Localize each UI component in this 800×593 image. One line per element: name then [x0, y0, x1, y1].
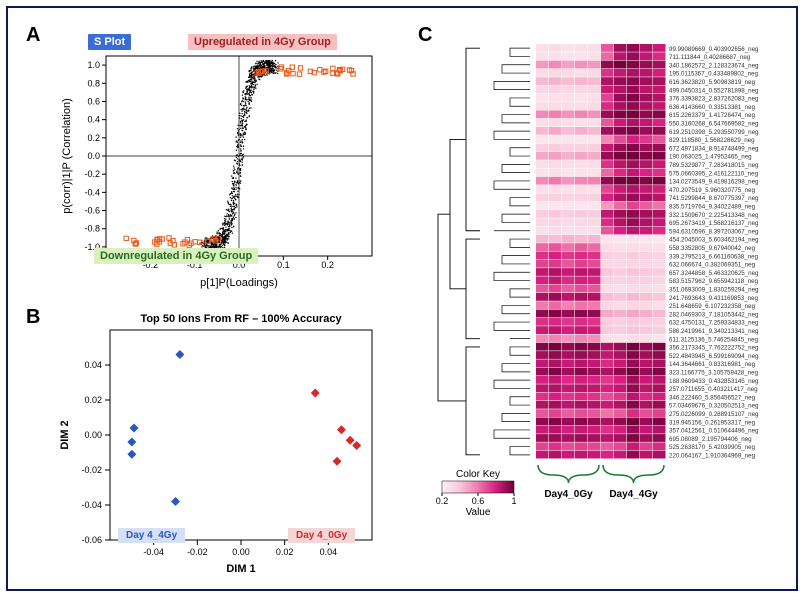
svg-text:0.4: 0.4	[87, 115, 100, 125]
svg-text:323.1166775_3.105759428_neg: 323.1166775_3.105759428_neg	[669, 370, 759, 377]
svg-text:376.3393823_2.837262083_neg: 376.3393823_2.837262083_neg	[669, 96, 759, 103]
svg-text:-0.02: -0.02	[187, 547, 208, 557]
svg-text:525.2638170_5.42039905_neg: 525.2638170_5.42039905_neg	[669, 444, 756, 451]
svg-text:657.3244858_5.463320625_neg: 657.3244858_5.463320625_neg	[669, 270, 759, 277]
panel-label-b: B	[26, 306, 40, 329]
panel-label-a: A	[26, 24, 40, 47]
svg-text:550.3160268_6.547669582_neg: 550.3160268_6.547669582_neg	[669, 121, 759, 128]
svg-text:p[1]P(Loadings): p[1]P(Loadings)	[200, 277, 278, 289]
svg-text:0.1: 0.1	[277, 260, 290, 270]
svg-text:195.0115367_0.433489802_neg: 195.0115367_0.433489802_neg	[669, 71, 759, 78]
svg-text:275.0226099_0.288915107_neg: 275.0226099_0.288915107_neg	[669, 411, 759, 418]
svg-text:695.08089_2.195794406_neg: 695.08089_2.195794406_neg	[669, 436, 752, 443]
svg-text:632.4750131_7.259334833_neg: 632.4750131_7.259334833_neg	[669, 320, 759, 327]
svg-text:470.207519_5.960320775_neg: 470.207519_5.960320775_neg	[669, 187, 756, 194]
svg-text:0.00: 0.00	[232, 547, 250, 557]
svg-text:282.0469303_7.181053442_neg: 282.0469303_7.181053442_neg	[669, 311, 759, 318]
svg-text:346.222460_5.856456527_neg: 346.222460_5.856456527_neg	[669, 394, 756, 401]
svg-text:672.4971834_8.914748499_neg: 672.4971834_8.914748499_neg	[669, 145, 759, 152]
svg-text:454.2045003_5.603462194_neg: 454.2045003_5.603462194_neg	[669, 237, 759, 244]
heatmap-chart: 99.99089669_0.403902656_neg711.111844_0.…	[428, 22, 786, 582]
svg-text:1.0: 1.0	[87, 60, 100, 70]
svg-text:134.0273549_9.419816298_neg: 134.0273549_9.419816298_neg	[669, 179, 759, 186]
svg-text:356.2173345_7.762222752_neg: 356.2173345_7.762222752_neg	[669, 345, 759, 352]
upregulated-tag: Upregulated in 4Gy Group	[188, 34, 337, 50]
svg-text:339.2795213_6.661160638_neg: 339.2795213_6.661160638_neg	[669, 253, 759, 260]
svg-text:144.3644661_0.83316981_neg: 144.3644661_0.83316981_neg	[669, 361, 756, 368]
svg-text:558.3352805_9.67940042_neg: 558.3352805_9.67940042_neg	[669, 245, 756, 252]
svg-text:616.3623820_5.90983819_neg: 616.3623820_5.90983819_neg	[669, 79, 756, 86]
svg-text:332.1509670_2.225413348_neg: 332.1509670_2.225413348_neg	[669, 212, 759, 219]
svg-text:-0.04: -0.04	[81, 500, 102, 510]
legend-day4-4gy: Day 4_4Gy	[118, 528, 185, 543]
svg-text:351.0693009_1.830259294_neg: 351.0693009_1.830259294_neg	[669, 287, 759, 294]
svg-text:741.5299844_8.670775397_neg: 741.5299844_8.670775397_neg	[669, 195, 759, 202]
svg-text:Day4_4Gy: Day4_4Gy	[609, 489, 658, 500]
svg-text:711.111844_0.40286687_neg: 711.111844_0.40286687_neg	[669, 54, 751, 61]
svg-text:0.6: 0.6	[472, 496, 485, 506]
svg-text:251.648659_6.107232358_neg: 251.648659_6.107232358_neg	[669, 303, 756, 310]
svg-text:0.2: 0.2	[321, 260, 334, 270]
svg-text:-0.6: -0.6	[84, 206, 100, 216]
svg-text:0.8: 0.8	[87, 78, 100, 88]
svg-text:p(corr)|1|P (Correlation): p(corr)|1|P (Correlation)	[61, 98, 73, 214]
svg-text:586.2419961_9.340213341_neg: 586.2419961_9.340213341_neg	[669, 328, 759, 335]
svg-text:0.02: 0.02	[84, 395, 102, 405]
svg-text:-0.06: -0.06	[81, 535, 102, 545]
svg-text:499.0450314_0.552781898_neg: 499.0450314_0.552781898_neg	[669, 87, 759, 94]
svg-text:0.2: 0.2	[87, 133, 100, 143]
svg-text:0.04: 0.04	[84, 360, 102, 370]
svg-text:636.4143660_0.33513381_neg: 636.4143660_0.33513381_neg	[669, 104, 756, 111]
svg-text:57.03469676_0.320502513_neg: 57.03469676_0.320502513_neg	[669, 403, 759, 410]
svg-text:835.5719764_9.34022489_neg: 835.5719764_9.34022489_neg	[669, 204, 756, 211]
svg-text:-0.4: -0.4	[84, 187, 100, 197]
svg-text:-0.2: -0.2	[84, 169, 100, 179]
s-plot-tag: S Plot	[88, 34, 131, 50]
svg-text:575.0660395_2.416122110_neg: 575.0660395_2.416122110_neg	[669, 170, 759, 177]
svg-text:0.02: 0.02	[276, 547, 294, 557]
svg-text:319.945156_0.261953317_neg: 319.945156_0.261953317_neg	[669, 419, 756, 426]
svg-text:615.2263379_1.41726474_neg: 615.2263379_1.41726474_neg	[669, 112, 756, 119]
svg-text:583.5157962_9.655942118_neg: 583.5157962_9.655942118_neg	[669, 278, 759, 285]
svg-text:188.9609433_0.432853145_neg: 188.9609433_0.432853145_neg	[669, 378, 759, 385]
svg-text:0.0: 0.0	[87, 151, 100, 161]
svg-text:190.063025_1.47952465_neg: 190.063025_1.47952465_neg	[669, 154, 752, 161]
figure-frame: A B C -1.0-0.8-0.6-0.4-0.20.00.20.40.60.…	[6, 6, 798, 591]
svg-text:Color Key: Color Key	[456, 469, 500, 480]
svg-text:522.4843945_6.599169094_neg: 522.4843945_6.599169094_neg	[669, 353, 759, 360]
svg-text:0.6: 0.6	[87, 96, 100, 106]
svg-text:340.1862572_2.128323674_neg: 340.1862572_2.128323674_neg	[669, 62, 759, 69]
svg-text:99.99089669_0.403902656_neg: 99.99089669_0.403902656_neg	[669, 46, 759, 53]
svg-text:Day4_0Gy: Day4_0Gy	[544, 489, 593, 500]
svg-text:DIM 2: DIM 2	[59, 420, 71, 449]
svg-text:-0.02: -0.02	[81, 465, 102, 475]
svg-text:594.6310596_8.397203067_neg: 594.6310596_8.397203067_neg	[669, 228, 759, 235]
svg-text:829.118580_1.568228629_neg: 829.118580_1.568228629_neg	[669, 137, 755, 144]
legend-day4-0gy: Day 4_0Gy	[288, 528, 355, 543]
svg-text:611.3125136_5.746254845_neg: 611.3125136_5.746254845_neg	[669, 336, 759, 343]
svg-text:632.066674_0.382069351_neg: 632.066674_0.382069351_neg	[669, 262, 756, 269]
svg-text:789.5329877_7.283418015_neg: 789.5329877_7.283418015_neg	[669, 162, 759, 169]
svg-text:220.064167_1.910364969_neg: 220.064167_1.910364969_neg	[669, 453, 756, 460]
svg-text:-0.8: -0.8	[84, 224, 100, 234]
downregulated-tag: Downregulated in 4Gy Group	[94, 248, 258, 264]
svg-text:0.2: 0.2	[436, 496, 449, 506]
svg-text:Value: Value	[466, 507, 491, 518]
svg-text:241.7693643_9.431169853_neg: 241.7693643_9.431169853_neg	[669, 295, 759, 302]
svg-text:Top 50 Ions From RF – 100% Acc: Top 50 Ions From RF – 100% Accuracy	[140, 313, 342, 325]
svg-text:619.2510398_5.293550799_neg: 619.2510398_5.293550799_neg	[669, 129, 759, 136]
svg-text:1: 1	[511, 496, 516, 506]
svg-text:DIM 1: DIM 1	[226, 563, 255, 575]
svg-text:257.0711655_0.403211417_neg: 257.0711655_0.403211417_neg	[669, 386, 758, 393]
svg-text:0.04: 0.04	[320, 547, 338, 557]
svg-text:-0.04: -0.04	[143, 547, 164, 557]
svg-text:357.0412561_0.510644496_neg: 357.0412561_0.510644496_neg	[669, 428, 759, 435]
svg-text:0.00: 0.00	[84, 430, 102, 440]
svg-text:695.2673419_1.568216137_neg: 695.2673419_1.568216137_neg	[669, 220, 759, 227]
